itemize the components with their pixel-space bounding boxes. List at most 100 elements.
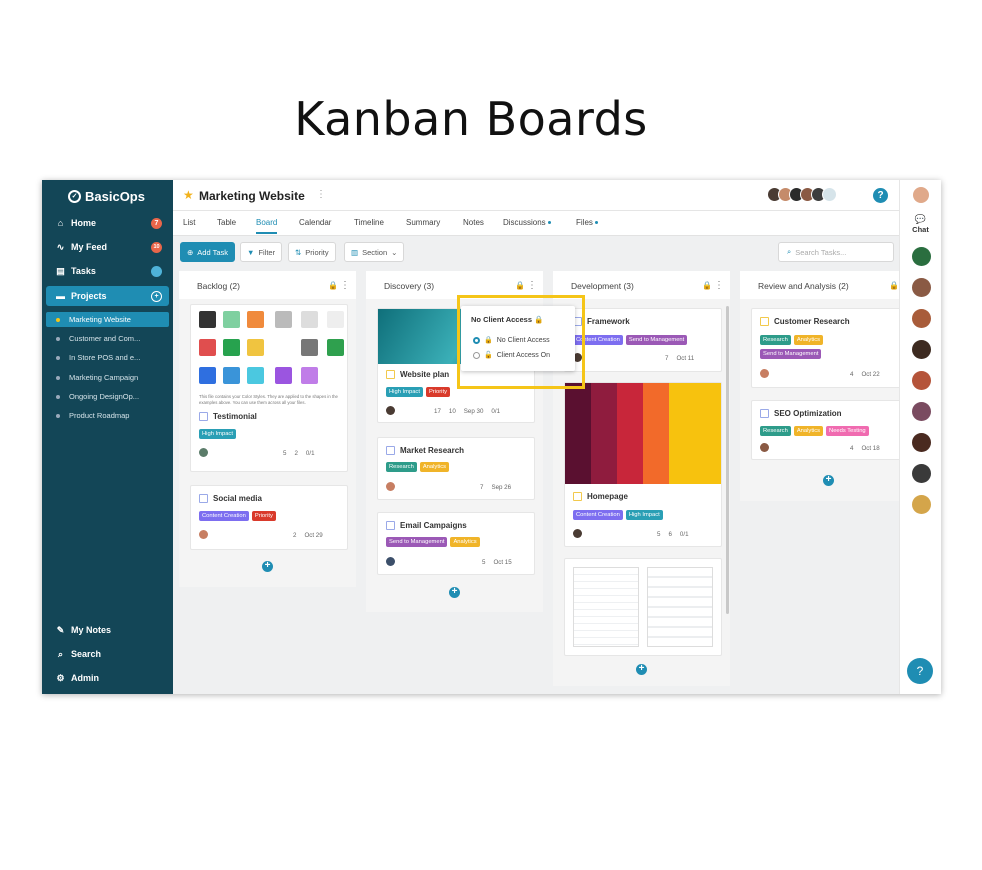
- radio-selected[interactable]: [473, 336, 480, 344]
- task-card[interactable]: Email Campaigns Send to Management Analyt…: [377, 512, 535, 575]
- priority-button[interactable]: ⇅ Priority: [288, 242, 336, 262]
- add-card-button[interactable]: +: [636, 664, 647, 675]
- column-review-and-analysis: Review and Analysis (2) 🔒 Customer Resear…: [740, 271, 903, 501]
- tab-discussions[interactable]: Discussions: [503, 218, 551, 227]
- unlock-icon: 🔓: [484, 352, 493, 359]
- current-user-avatar[interactable]: [913, 187, 929, 203]
- chat-button[interactable]: 💬 Chat: [900, 214, 941, 234]
- checkbox[interactable]: [573, 492, 582, 501]
- tab-list[interactable]: List: [183, 218, 196, 227]
- column-menu-icon[interactable]: ⋮: [340, 280, 350, 291]
- popup-title: No Client Access 🔒: [471, 315, 543, 324]
- star-icon[interactable]: ★: [183, 188, 194, 202]
- help-chat-bubble[interactable]: ?: [907, 658, 933, 684]
- nav-tasks[interactable]: ▤ Tasks: [46, 261, 169, 281]
- avatar[interactable]: [912, 371, 931, 390]
- nav-search[interactable]: ⌕ Search: [46, 644, 169, 664]
- tab-timeline[interactable]: Timeline: [354, 218, 384, 227]
- tab-files[interactable]: Files: [576, 218, 598, 227]
- tab-summary[interactable]: Summary: [406, 218, 441, 227]
- nav-admin[interactable]: ⚙ Admin: [46, 668, 169, 688]
- checkbox[interactable]: [386, 446, 395, 455]
- nav-my-notes[interactable]: ✎ My Notes: [46, 620, 169, 640]
- lock-icon[interactable]: 🔒: [328, 281, 338, 290]
- card-title: Market Research: [386, 446, 464, 455]
- nav-my-feed[interactable]: ∿ My Feed 10: [46, 237, 169, 257]
- logo-mark-icon: ✓: [68, 190, 81, 203]
- project-menu-icon[interactable]: ⋮: [316, 189, 326, 200]
- nav-projects[interactable]: ▬ Projects +: [46, 286, 169, 306]
- main-area: ★ Marketing Website ⋮ ? List Table Board…: [173, 180, 903, 694]
- search-placeholder: Search Tasks...: [795, 247, 847, 257]
- project-item[interactable]: In Store POS and e...: [46, 350, 169, 365]
- lock-icon[interactable]: 🔒: [702, 281, 712, 290]
- avatar[interactable]: [912, 402, 931, 421]
- avatar[interactable]: [912, 340, 931, 359]
- logo[interactable]: ✓ BasicOps: [68, 189, 145, 204]
- board-scrollbar[interactable]: [726, 306, 729, 614]
- checkbox[interactable]: [760, 409, 769, 418]
- task-card-image[interactable]: [564, 558, 722, 656]
- avatar[interactable]: [912, 433, 931, 452]
- project-label: Marketing Website: [69, 315, 131, 324]
- column-menu-icon[interactable]: ⋮: [527, 280, 537, 291]
- option-client-access-on[interactable]: 🔓 Client Access On: [473, 351, 550, 359]
- checkbox[interactable]: [199, 412, 208, 421]
- task-card[interactable]: Customer Research Research Analytics Send…: [751, 308, 903, 388]
- column-title: Discovery (3): [384, 281, 435, 291]
- task-card[interactable]: Framework Content Creation Send to Manage…: [564, 308, 722, 372]
- tag: Needs Testing: [826, 426, 869, 436]
- add-card-button[interactable]: +: [449, 587, 460, 598]
- project-item[interactable]: Ongoing DesignOp...: [46, 389, 169, 404]
- card-title-text: Website plan: [400, 370, 450, 379]
- section-button[interactable]: ▥ Section ⌄: [344, 242, 405, 262]
- member-avatars[interactable]: [767, 187, 837, 202]
- search-tasks-input[interactable]: ⌕ Search Tasks...: [778, 242, 894, 262]
- lock-icon[interactable]: 🔒: [889, 281, 899, 290]
- tag: Research: [760, 426, 791, 436]
- option-no-client-access[interactable]: 🔒 No Client Access: [473, 336, 550, 344]
- project-item[interactable]: Customer and Com...: [46, 331, 169, 346]
- add-card-button[interactable]: +: [823, 475, 834, 486]
- tab-board[interactable]: Board: [256, 218, 278, 234]
- due-date: Oct 15: [493, 559, 512, 566]
- avatar[interactable]: [912, 309, 931, 328]
- tab-calendar[interactable]: Calendar: [299, 218, 332, 227]
- column-header: Development (3) 🔒 ⋮: [553, 271, 730, 299]
- avatar[interactable]: [912, 495, 931, 514]
- button-label: Filter: [258, 247, 276, 257]
- filter-button[interactable]: ▼ Filter: [240, 242, 283, 262]
- project-label: Marketing Campaign: [69, 373, 139, 382]
- avatar[interactable]: [912, 247, 931, 266]
- checkbox[interactable]: [386, 370, 395, 379]
- project-item[interactable]: Marketing Website: [46, 312, 169, 327]
- avatar[interactable]: [912, 464, 931, 483]
- column-menu-icon[interactable]: ⋮: [714, 280, 724, 291]
- logo-text: BasicOps: [85, 189, 145, 204]
- tab-table[interactable]: Table: [217, 218, 237, 227]
- nav-home[interactable]: ⌂ Home 7: [46, 213, 169, 233]
- task-card[interactable]: SEO Optimization Research Analytics Needs …: [751, 400, 903, 460]
- checkbox[interactable]: [199, 494, 208, 503]
- task-card[interactable]: Market Research Research Analytics 7 Sep 2…: [377, 437, 535, 500]
- task-card[interactable]: This file contains your Color Styles. Th…: [190, 304, 348, 472]
- project-item[interactable]: Marketing Campaign: [46, 370, 169, 385]
- radio-unselected[interactable]: [473, 351, 480, 359]
- add-card-button[interactable]: +: [262, 561, 273, 572]
- checkbox[interactable]: [386, 521, 395, 530]
- comment-count: 7: [480, 484, 484, 491]
- card-meta: 7 Oct 11: [665, 355, 694, 362]
- add-task-button[interactable]: ⊕ Add Task: [180, 242, 236, 262]
- attachment-count: 10: [448, 408, 456, 415]
- lock-icon[interactable]: 🔒: [515, 281, 525, 290]
- tab-notes[interactable]: Notes: [463, 218, 484, 227]
- checkbox[interactable]: [760, 317, 769, 326]
- avatar[interactable]: [912, 278, 931, 297]
- pencil-icon: ✎: [56, 624, 65, 635]
- add-project-button[interactable]: +: [151, 291, 162, 302]
- help-icon[interactable]: ?: [873, 188, 888, 203]
- card-title: Customer Research: [760, 317, 850, 326]
- project-item[interactable]: Product Roadmap: [46, 408, 169, 423]
